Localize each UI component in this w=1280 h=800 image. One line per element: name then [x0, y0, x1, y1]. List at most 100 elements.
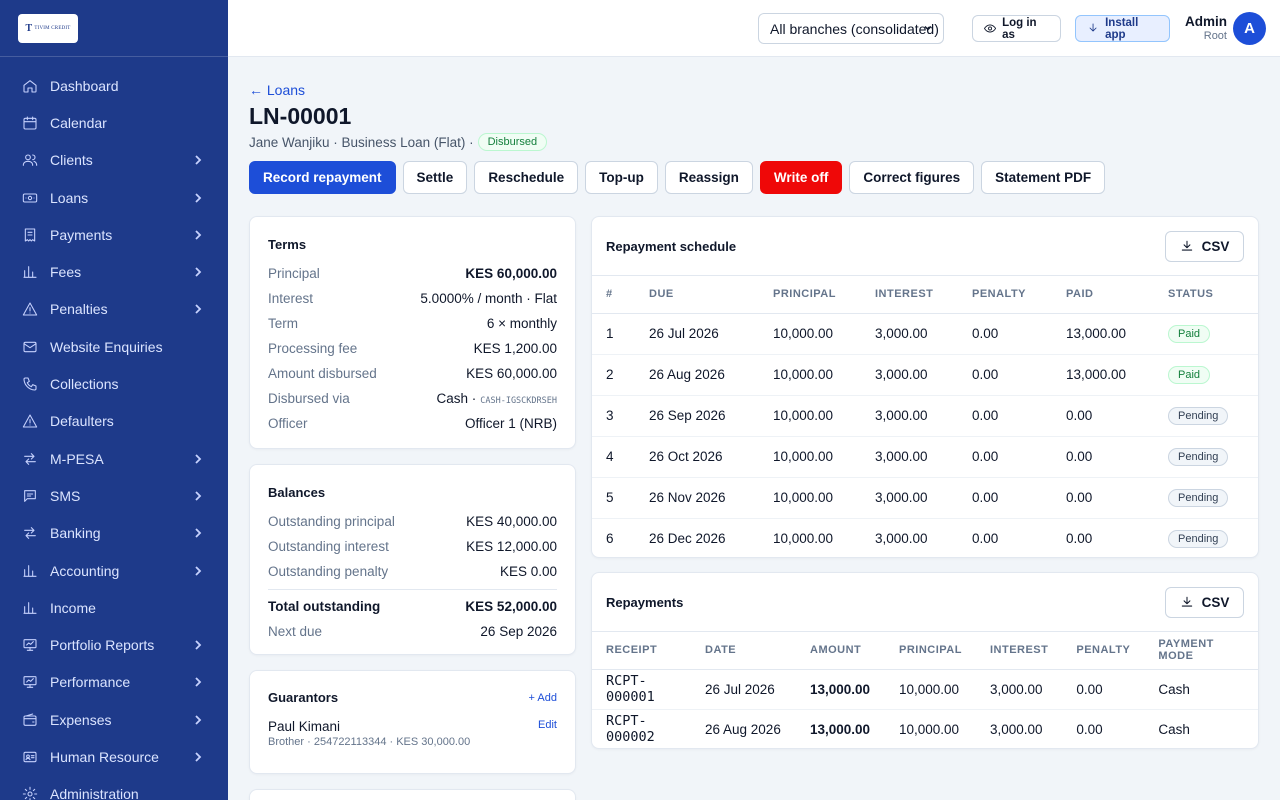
balance-label: Outstanding interest — [268, 539, 389, 554]
action-bar: Record repayment Settle Reschedule Top-up Re… — [249, 161, 1106, 194]
wallet-icon — [22, 712, 38, 728]
table-cell: Paid — [1154, 313, 1258, 355]
back-to-loans-link[interactable]: ← Loans — [249, 82, 306, 98]
repayments-csv-button[interactable]: CSV — [1165, 586, 1244, 618]
sidebar-item-label: Expenses — [50, 711, 112, 728]
sidebar-item-banking[interactable]: Banking — [0, 515, 228, 552]
sidebar-item-penalties[interactable]: Penalties — [0, 291, 228, 328]
sidebar-item-clients[interactable]: Clients — [0, 142, 228, 179]
receipt-number: RCPT-000002 — [606, 713, 655, 746]
table-cell: 3,000.00 — [861, 354, 958, 396]
table-cell: 26 Jul 2026 — [635, 313, 759, 355]
reschedule-button[interactable]: Reschedule — [474, 161, 579, 194]
terms-value: KES 1,200.00 — [474, 341, 557, 356]
edit-guarantor-link[interactable]: Edit — [538, 719, 557, 731]
page-subtitle: Jane Wanjiku · Business Loan (Flat) · Di… — [249, 133, 548, 151]
balance-row: Outstanding principal KES 40,000.00 — [268, 509, 557, 534]
settle-button[interactable]: Settle — [402, 161, 468, 194]
sidebar-item-loans[interactable]: Loans — [0, 179, 228, 216]
terms-value-text: Cash · — [436, 391, 477, 406]
repayment-row[interactable]: RCPT-000001 26 Jul 2026 13,000.00 10,000.00… — [592, 669, 1258, 710]
table-cell: Pending — [1154, 518, 1258, 557]
sidebar-item-label: Administration — [50, 786, 139, 800]
terms-label: Interest — [268, 291, 314, 306]
table-cell: 26 Sep 2026 — [635, 395, 759, 437]
table-cell: 5 — [592, 477, 635, 519]
total-outstanding-label: Total outstanding — [268, 599, 381, 614]
reassign-button[interactable]: Reassign — [664, 161, 753, 194]
sidebar-item-payments[interactable]: Payments — [0, 216, 228, 253]
alert-triangle-icon — [22, 413, 38, 429]
sidebar-item-calendar[interactable]: Calendar — [0, 104, 228, 141]
sidebar-item-fees[interactable]: Fees — [0, 253, 228, 290]
user-info[interactable]: Admin Root — [1180, 14, 1227, 42]
schedule-row: 1 26 Jul 2026 10,000.00 3,000.00 0.00 13,000.… — [592, 313, 1258, 355]
sidebar-item-website-enquiries[interactable]: Website Enquiries — [0, 328, 228, 365]
table-cell: 26 Aug 2026 — [705, 721, 781, 737]
column-header: DUE — [635, 276, 759, 314]
sidebar-item-portfolio-reports[interactable]: Portfolio Reports — [0, 626, 228, 663]
table-cell: 0.00 — [1052, 395, 1154, 437]
guarantor-name: Paul Kimani — [268, 719, 341, 734]
add-guarantor-link[interactable]: + Add — [528, 691, 557, 704]
next-due-row: Next due 26 Sep 2026 — [268, 619, 557, 644]
branch-select[interactable]: All branches (consolidated) — [758, 13, 944, 44]
sidebar-item-label: Human Resource — [50, 748, 159, 765]
schedule-csv-button[interactable]: CSV — [1165, 230, 1244, 262]
sidebar-item-expenses[interactable]: Expenses — [0, 701, 228, 738]
sidebar: T TIVIM CREDIT Dashboard Calendar Clients L… — [0, 0, 228, 800]
chevron-right-icon — [192, 490, 204, 502]
table-cell: Pending — [1154, 436, 1258, 478]
avatar[interactable]: A — [1233, 12, 1266, 45]
sidebar-item-label: Performance — [50, 674, 131, 691]
company-logo[interactable]: T TIVIM CREDIT — [18, 14, 78, 43]
sidebar-item-human-resource[interactable]: Human Resource — [0, 738, 228, 775]
repayments-table: RECEIPT DATE AMOUNT PRINCIPAL INTEREST PENALT… — [592, 632, 1258, 748]
arrows-icon — [22, 451, 38, 467]
top-up-button[interactable]: Top-up — [585, 161, 658, 194]
balance-value: KES 0.00 — [499, 564, 557, 579]
table-cell: 3,000.00 — [989, 721, 1043, 737]
sidebar-item-dashboard[interactable]: Dashboard — [0, 67, 228, 104]
sidebar-item-performance[interactable]: Performance — [0, 664, 228, 701]
sidebar-item-accounting[interactable]: Accounting — [0, 552, 228, 589]
sidebar-item-administration[interactable]: Administration — [0, 776, 228, 800]
sidebar-item-label: Clients — [50, 152, 93, 169]
repayments-title: Repayments — [606, 594, 684, 610]
table-cell: 0.00 — [958, 354, 1052, 396]
download-icon — [1181, 240, 1192, 251]
terms-value: 5.0000% / month · Flat — [420, 291, 557, 306]
table-cell: 4 — [592, 436, 635, 478]
next-card — [249, 789, 576, 800]
schedule-row: 6 26 Dec 2026 10,000.00 3,000.00 0.00 0.00 Pen… — [592, 518, 1258, 557]
record-repayment-button[interactable]: Record repayment — [249, 161, 396, 194]
sidebar-item-label: Dashboard — [50, 77, 119, 94]
login-as-button[interactable]: Log in as — [972, 15, 1061, 42]
table-cell: 3 — [592, 395, 635, 437]
sidebar-item-m-pesa[interactable]: M-PESA — [0, 440, 228, 477]
table-cell: 2 — [592, 354, 635, 396]
sidebar-item-collections[interactable]: Collections — [0, 365, 228, 402]
terms-value: Officer 1 (NRB) — [465, 416, 557, 431]
sidebar-item-label: SMS — [50, 487, 81, 504]
terms-card: Terms Principal KES 60,000.00 Interest 5.00… — [249, 216, 576, 449]
repayment-row[interactable]: RCPT-000002 26 Aug 2026 13,000.00 10,000.00… — [592, 709, 1258, 748]
guarantors-card: Guarantors + Add Paul Kimani Brother · 2… — [249, 670, 576, 774]
table-cell: Cash — [1158, 721, 1190, 737]
presentation-icon — [22, 674, 38, 690]
total-outstanding-value: KES 52,000.00 — [465, 599, 557, 614]
correct-figures-button[interactable]: Correct figures — [849, 161, 975, 194]
terms-label: Term — [268, 316, 298, 331]
sidebar-item-defaulters[interactable]: Defaulters — [0, 403, 228, 440]
sidebar-item-income[interactable]: Income — [0, 589, 228, 626]
statement-pdf-button[interactable]: Statement PDF — [981, 161, 1106, 194]
column-header: # — [592, 276, 635, 314]
terms-row: Officer Officer 1 (NRB) — [268, 411, 557, 436]
sidebar-item-sms[interactable]: SMS — [0, 477, 228, 514]
write-off-button[interactable]: Write off — [759, 161, 843, 194]
install-app-button[interactable]: Install app — [1075, 15, 1170, 42]
table-cell: Paid — [1154, 354, 1258, 396]
top-header: All branches (consolidated) Log in as In… — [228, 0, 1280, 57]
logo-text: TIVIM CREDIT — [34, 26, 71, 31]
table-cell: 0.00 — [1062, 669, 1145, 710]
